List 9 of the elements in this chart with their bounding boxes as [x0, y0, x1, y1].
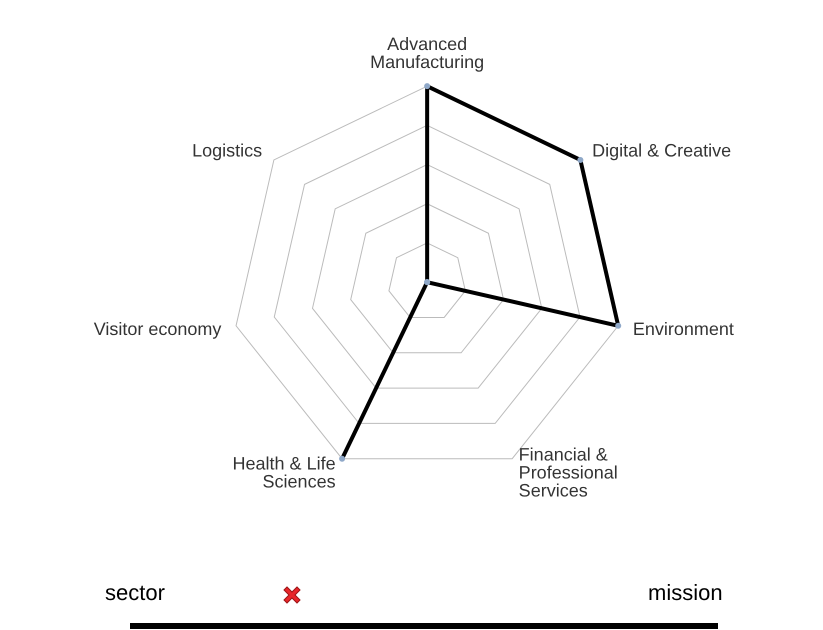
spoke-label: Health & Life Sciences [232, 453, 336, 492]
spoke-label: Advanced Manufacturing [370, 34, 484, 72]
spoke-label: Financial & Professional Services [518, 444, 618, 500]
spoke-label: Environment [632, 319, 734, 340]
spoke-label: Logistics [192, 140, 262, 161]
spoke-label: Visitor economy [94, 319, 222, 340]
spoke-label: Digital & Creative [592, 140, 732, 161]
text: mission [648, 580, 723, 606]
text: sector [105, 580, 165, 606]
